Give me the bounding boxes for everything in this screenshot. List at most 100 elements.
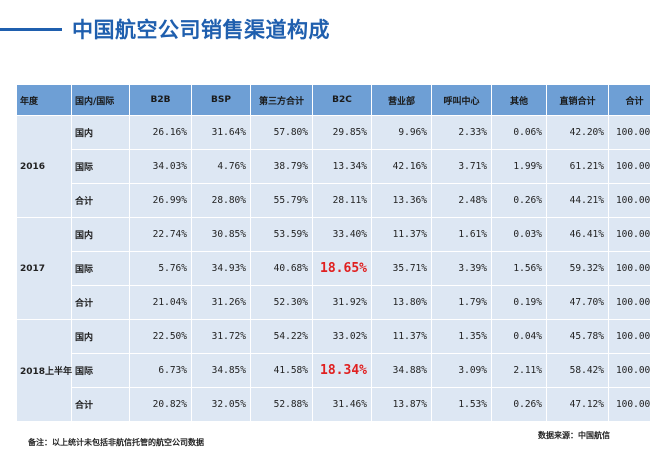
header-direct-total: 直销合计 bbox=[546, 84, 609, 116]
table-row: 2018上半年 国内 22.50% 31.72% 54.22% 33.02% 11.37% 1… bbox=[16, 319, 650, 422]
value-cell: 2.11% bbox=[491, 353, 547, 388]
value-cell: 100.00% bbox=[608, 353, 650, 388]
year-cell: 2018上半年 bbox=[16, 319, 72, 422]
value-cell: 38.79% bbox=[250, 149, 313, 184]
table-header-row: 年度 国内/国际 B2B BSP 第三方合计 B2C 营业部 呼叫中心 其他 直… bbox=[16, 84, 650, 116]
value-cell: 0.26% bbox=[491, 387, 547, 422]
value-cell: 31.46% bbox=[312, 387, 372, 422]
value-cell: 22.74% bbox=[129, 217, 192, 252]
value-cell: 28.11% bbox=[312, 183, 372, 218]
highlighted-value-cell: 18.65% bbox=[312, 251, 372, 286]
value-cell: 42.16% bbox=[371, 149, 432, 184]
value-cell: 2.33% bbox=[431, 115, 492, 150]
value-cell: 34.85% bbox=[191, 353, 251, 388]
value-cell: 47.12% bbox=[546, 387, 609, 422]
scope-cell: 国内 bbox=[71, 115, 130, 150]
header-total: 合计 bbox=[608, 84, 650, 116]
value-cell: 0.06% bbox=[491, 115, 547, 150]
value-cell: 13.34% bbox=[312, 149, 372, 184]
sales-channel-table: 年度 国内/国际 B2B BSP 第三方合计 B2C 营业部 呼叫中心 其他 直… bbox=[16, 84, 650, 422]
value-cell: 26.99% bbox=[129, 183, 192, 218]
table-row: 国际 5.76% 34.93% 40.68% 18.65% 35.71% 3.39% 1.56… bbox=[17, 251, 650, 286]
footnote: 备注：以上统计未包括非航信托管的航空公司数据 bbox=[28, 438, 204, 447]
table-row: 国际 34.03% 4.76% 38.79% 13.34% 42.16% 3.71% 1.99… bbox=[17, 149, 650, 184]
value-cell: 54.22% bbox=[250, 319, 313, 354]
scope-cell: 国际 bbox=[71, 251, 130, 286]
value-cell: 13.80% bbox=[371, 285, 432, 320]
value-cell: 100.00% bbox=[608, 319, 650, 354]
value-cell: 61.21% bbox=[546, 149, 609, 184]
value-cell: 100.00% bbox=[608, 387, 650, 422]
value-cell: 59.32% bbox=[546, 251, 609, 286]
value-cell: 100.00% bbox=[608, 217, 650, 252]
value-cell: 11.37% bbox=[371, 319, 432, 354]
table-row: 合计 21.04% 31.26% 52.30% 31.92% 13.80% 1.79% 0.1… bbox=[17, 285, 650, 320]
value-cell: 100.00% bbox=[608, 183, 650, 218]
header-call-center: 呼叫中心 bbox=[431, 84, 492, 116]
value-cell: 1.79% bbox=[431, 285, 492, 320]
value-cell: 1.53% bbox=[431, 387, 492, 422]
value-cell: 26.16% bbox=[129, 115, 192, 150]
year-cell: 2016 bbox=[16, 115, 72, 218]
header-sales-office: 营业部 bbox=[371, 84, 432, 116]
value-cell: 41.58% bbox=[250, 353, 313, 388]
value-cell: 42.20% bbox=[546, 115, 609, 150]
value-cell: 22.50% bbox=[129, 319, 192, 354]
scope-cell: 国际 bbox=[71, 149, 130, 184]
scope-cell: 国内 bbox=[71, 319, 130, 354]
table-row: 国际 6.73% 34.85% 41.58% 18.34% 34.88% 3.09% 2.11… bbox=[17, 353, 650, 388]
value-cell: 45.78% bbox=[546, 319, 609, 354]
table-body: 2016 国内 26.16% 31.64% 57.80% 29.85% 9.96% 2.33%… bbox=[16, 115, 650, 422]
page-title: 中国航空公司销售渠道构成 bbox=[72, 18, 330, 42]
table-row: 合计 26.99% 28.80% 55.79% 28.11% 13.36% 2.48% 0.2… bbox=[17, 183, 650, 218]
header-scope: 国内/国际 bbox=[71, 84, 130, 116]
value-cell: 29.85% bbox=[312, 115, 372, 150]
value-cell: 100.00% bbox=[608, 251, 650, 286]
value-cell: 46.41% bbox=[546, 217, 609, 252]
year-cell: 2017 bbox=[16, 217, 72, 320]
value-cell: 100.00% bbox=[608, 149, 650, 184]
header-year: 年度 bbox=[16, 84, 72, 116]
value-cell: 1.56% bbox=[491, 251, 547, 286]
value-cell: 31.26% bbox=[191, 285, 251, 320]
value-cell: 0.03% bbox=[491, 217, 547, 252]
value-cell: 53.59% bbox=[250, 217, 313, 252]
value-cell: 3.71% bbox=[431, 149, 492, 184]
table-row: 2016 国内 26.16% 31.64% 57.80% 29.85% 9.96% 2.33%… bbox=[16, 115, 650, 218]
scope-cell: 合计 bbox=[71, 183, 130, 218]
value-cell: 33.40% bbox=[312, 217, 372, 252]
value-cell: 31.92% bbox=[312, 285, 372, 320]
value-cell: 58.42% bbox=[546, 353, 609, 388]
value-cell: 52.88% bbox=[250, 387, 313, 422]
value-cell: 0.26% bbox=[491, 183, 547, 218]
value-cell: 13.87% bbox=[371, 387, 432, 422]
value-cell: 1.35% bbox=[431, 319, 492, 354]
scope-cell: 合计 bbox=[71, 285, 130, 320]
table-row: 合计 20.82% 32.05% 52.88% 31.46% 13.87% 1.53% 0.2… bbox=[17, 387, 650, 422]
title-accent-line bbox=[0, 28, 62, 31]
value-cell: 40.68% bbox=[250, 251, 313, 286]
value-cell: 2.48% bbox=[431, 183, 492, 218]
scope-cell: 合计 bbox=[71, 387, 130, 422]
value-cell: 11.37% bbox=[371, 217, 432, 252]
value-cell: 3.39% bbox=[431, 251, 492, 286]
value-cell: 21.04% bbox=[129, 285, 192, 320]
value-cell: 100.00% bbox=[608, 115, 650, 150]
scope-cell: 国际 bbox=[71, 353, 130, 388]
scope-cell: 国内 bbox=[71, 217, 130, 252]
value-cell: 35.71% bbox=[371, 251, 432, 286]
value-cell: 13.36% bbox=[371, 183, 432, 218]
value-cell: 55.79% bbox=[250, 183, 313, 218]
header-other: 其他 bbox=[491, 84, 547, 116]
value-cell: 6.73% bbox=[129, 353, 192, 388]
value-cell: 31.72% bbox=[191, 319, 251, 354]
header-b2c: B2C bbox=[312, 84, 372, 116]
header-bsp: BSP bbox=[191, 84, 251, 116]
value-cell: 52.30% bbox=[250, 285, 313, 320]
value-cell: 34.03% bbox=[129, 149, 192, 184]
value-cell: 9.96% bbox=[371, 115, 432, 150]
value-cell: 0.19% bbox=[491, 285, 547, 320]
value-cell: 1.61% bbox=[431, 217, 492, 252]
table-row: 2017 国内 22.74% 30.85% 53.59% 33.40% 11.37% 1.61… bbox=[16, 217, 650, 320]
value-cell: 30.85% bbox=[191, 217, 251, 252]
